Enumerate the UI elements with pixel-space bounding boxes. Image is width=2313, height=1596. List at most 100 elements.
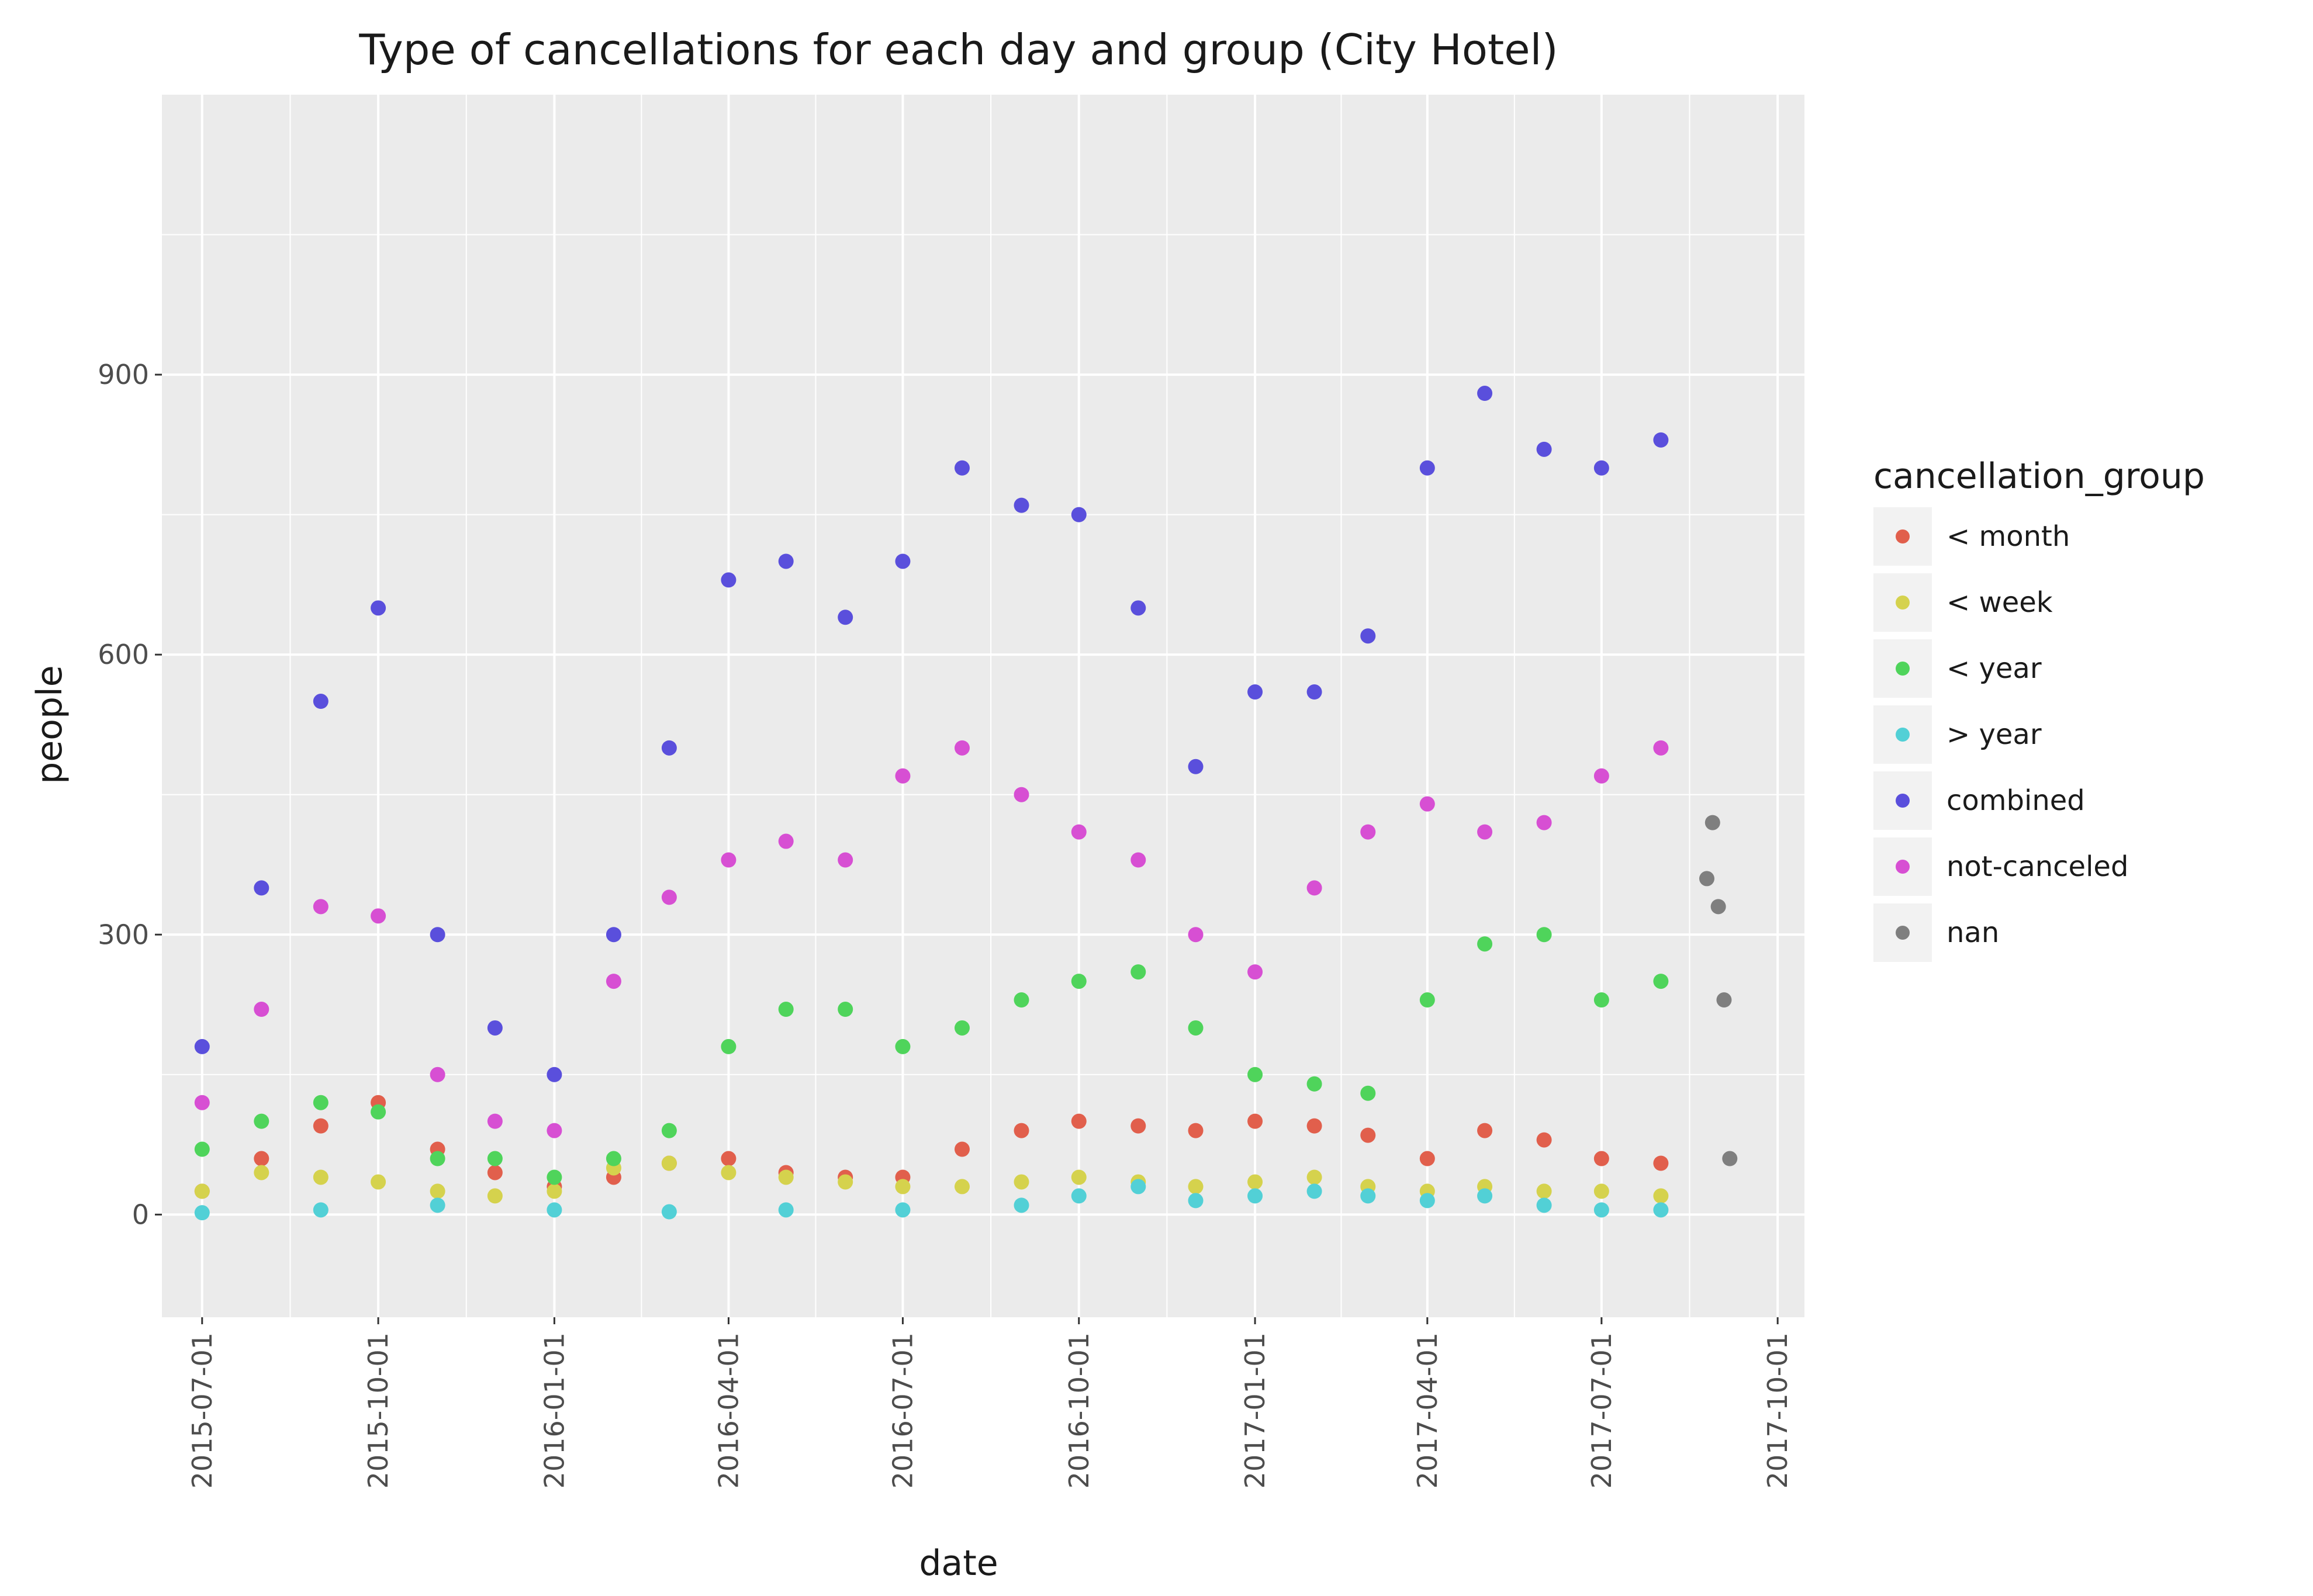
data-point [430,1183,445,1199]
data-point [1014,497,1029,513]
data-point [721,852,737,868]
data-point [547,1202,562,1218]
data-point [1306,1118,1322,1134]
data-point [954,740,970,756]
data-point [661,740,677,756]
data-point [606,974,621,989]
data-point [1188,1193,1204,1209]
data-point [1722,1151,1738,1166]
legend-label: < week [1946,586,2053,619]
data-point [1536,1197,1552,1213]
legend-label: nan [1946,916,1999,949]
data-point [721,572,737,588]
data-point [954,1179,970,1195]
data-point [547,1067,562,1082]
data-point [194,1095,210,1110]
data-point [1536,927,1552,943]
data-point [547,1169,562,1185]
series-week [194,1155,1669,1204]
data-point [895,768,911,784]
data-point [1306,684,1322,700]
x-tick-label: 2017-10-01 [1762,1332,1793,1488]
x-tick-label: 2017-04-01 [1412,1332,1443,1488]
data-point [661,1155,677,1171]
data-point [1130,1118,1146,1134]
data-point [1593,768,1609,784]
data-point [1705,815,1720,830]
data-point [1014,787,1029,802]
x-tick-label: 2017-07-01 [1586,1332,1617,1488]
data-point [1130,964,1146,980]
data-point [430,1151,445,1166]
series-year [194,1179,1669,1221]
data-point [547,1183,562,1199]
data-point [1247,684,1263,700]
legend-title: cancellation_group [1873,456,2205,497]
data-point [254,1165,269,1180]
data-point [430,1067,445,1082]
data-point [1536,1132,1552,1148]
data-point [1014,1174,1029,1190]
y-axis-title: people [29,665,70,784]
data-point [430,927,445,943]
data-point [661,1123,677,1138]
data-point [1247,1067,1263,1082]
data-point [487,1113,503,1129]
data-point [1071,824,1087,840]
x-tick-label: 2016-01-01 [538,1332,570,1488]
data-point [838,1002,853,1017]
data-point [313,694,329,709]
legend-swatch [1896,860,1910,874]
data-point [1014,1197,1029,1213]
data-point [1653,1202,1669,1218]
x-axis-title: date [919,1543,998,1584]
data-point [430,1197,445,1213]
data-point [371,1104,386,1120]
data-point [1477,936,1493,952]
data-point [313,899,329,915]
data-point [1071,1188,1087,1204]
data-point [1419,460,1435,476]
data-point [1360,1085,1376,1101]
data-point [1710,899,1726,915]
data-point [194,1183,210,1199]
data-point [194,1038,210,1054]
data-point [1247,964,1263,980]
legend-label: combined [1946,784,2085,817]
data-point [1306,1183,1322,1199]
y-tick-label: 0 [132,1199,149,1230]
data-point [1130,600,1146,616]
data-point [1360,1188,1376,1204]
data-point [1653,1188,1669,1204]
data-point [838,610,853,625]
data-point [1071,1169,1087,1185]
data-point [313,1118,329,1134]
data-point [661,889,677,905]
data-point [954,1020,970,1036]
data-point [778,1002,794,1017]
data-point [1130,852,1146,868]
series-nan [1699,815,1738,1166]
legend-label: > year [1946,718,2042,751]
data-point [1593,460,1609,476]
legend-swatch [1896,728,1910,742]
series-not-canceled [194,740,1669,1138]
data-point [895,1179,911,1195]
data-point [954,460,970,476]
legend-label: < year [1946,652,2042,685]
data-point [254,1151,269,1166]
data-point [1306,1169,1322,1185]
data-point [606,927,621,943]
legend-label: < month [1946,520,2070,553]
data-point [1477,1188,1493,1204]
plot-panel [162,95,1804,1317]
series-combined [194,386,1669,1082]
axis-ticks: 0 300 600 900 2015-07-01 2015-10-01 2016-01-01… [98,359,1793,1488]
data-point [1477,1123,1493,1138]
data-point [1071,974,1087,989]
data-point [721,1165,737,1180]
data-point [254,880,269,896]
data-point [778,1169,794,1185]
